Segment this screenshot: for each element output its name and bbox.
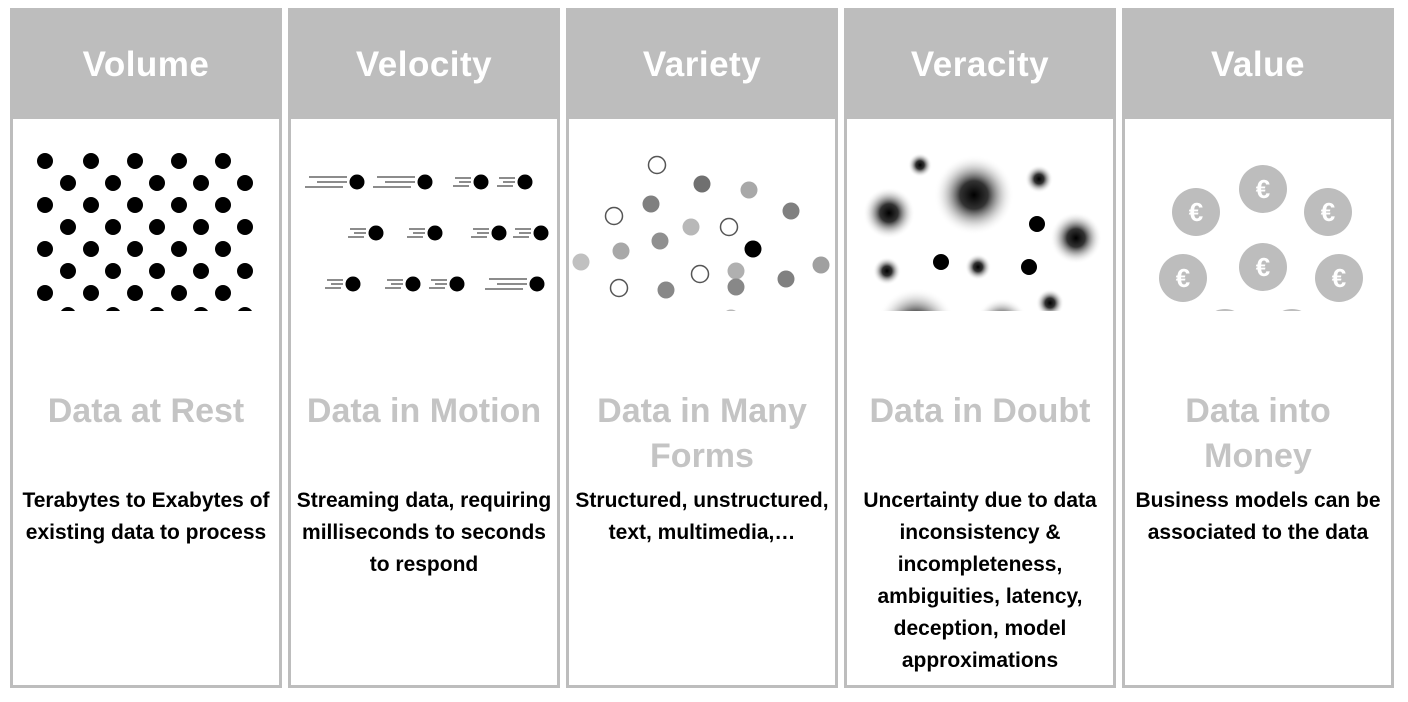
euro-symbol: €: [1332, 263, 1346, 293]
euro-symbol: €: [1256, 174, 1270, 204]
velocity-title: Velocity: [355, 45, 493, 84]
euro-symbol: €: [1256, 252, 1270, 282]
column-velocity: Velocity Data in Motion Streaming data, …: [288, 8, 560, 688]
column-value: Value € € € € € € € € Data into Money Bu…: [1122, 8, 1394, 688]
veracity-header: Veracity: [847, 11, 1113, 119]
velocity-header: Velocity: [291, 11, 557, 119]
column-veracity: Veracity Data in Doubt Uncertainty due t…: [844, 8, 1116, 688]
value-title: Value: [1211, 45, 1305, 84]
value-header: Value: [1125, 11, 1391, 119]
variety-title: Variety: [642, 45, 762, 84]
blurred-dots-icon: [863, 153, 1102, 311]
column-volume: Volume Data at Rest Terabytes to Exabyte…: [10, 8, 282, 688]
velocity-description: Streaming data, requiring milliseconds t…: [296, 489, 552, 576]
value-description: Business models can be associated to the…: [1135, 489, 1381, 544]
veracity-description: Uncertainty due to data inconsistency & …: [863, 489, 1097, 672]
moving-dots-icon: [304, 173, 550, 293]
euro-coins-icon: € € € € € € € €: [1159, 165, 1363, 311]
volume-header: Volume: [13, 11, 279, 119]
variety-description: Structured, unstructured, text, multimed…: [575, 489, 829, 544]
velocity-subtitle: Data in Motion: [306, 392, 542, 430]
value-subtitle: Data into Money: [1185, 392, 1331, 475]
euro-symbol: €: [1189, 197, 1203, 227]
veracity-title: Veracity: [910, 45, 1050, 84]
euro-symbol: €: [1321, 197, 1335, 227]
veracity-subtitle: Data in Doubt: [869, 392, 1091, 430]
volume-title: Volume: [82, 45, 210, 84]
euro-symbol: €: [1176, 263, 1190, 293]
volume-description: Terabytes to Exabytes of existing data t…: [22, 489, 270, 544]
mixed-dots-icon: [572, 155, 830, 311]
variety-subtitle: Data in Many Forms: [597, 392, 807, 475]
volume-subtitle: Data at Rest: [47, 392, 245, 430]
column-variety: Variety: [566, 8, 838, 688]
dot-grid-icon: [37, 153, 253, 311]
dot-grid-dots: [37, 153, 253, 311]
variety-header: Variety: [569, 11, 835, 119]
